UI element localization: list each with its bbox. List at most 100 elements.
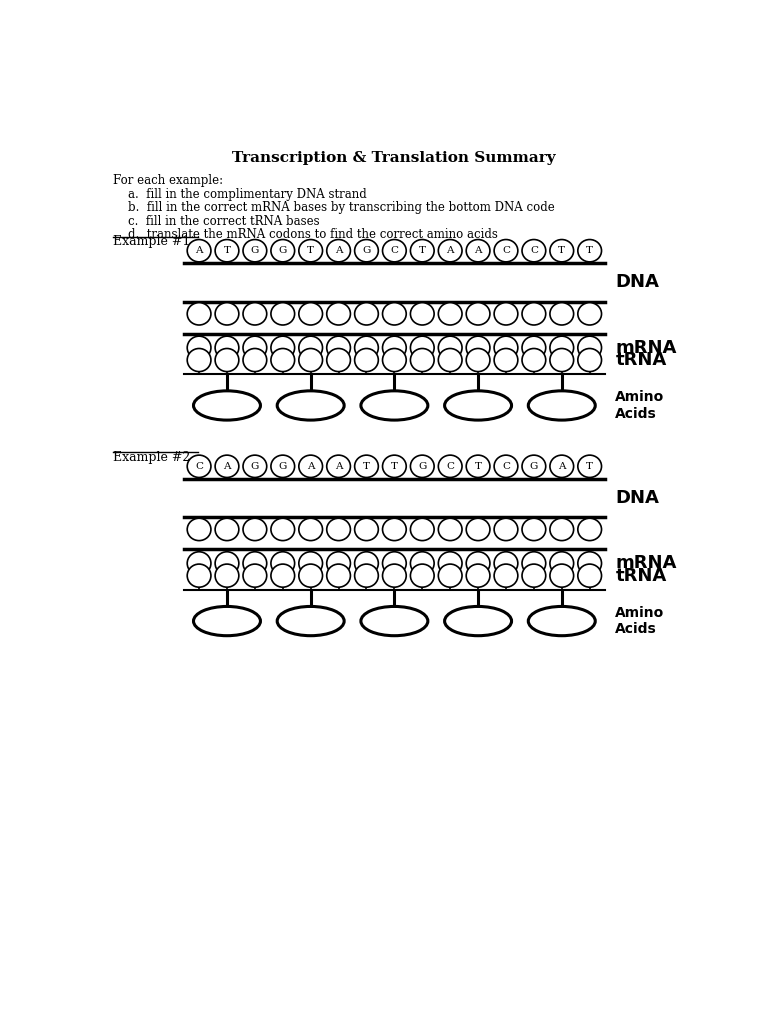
Ellipse shape xyxy=(299,564,323,587)
Ellipse shape xyxy=(277,606,344,636)
Ellipse shape xyxy=(326,552,350,574)
Ellipse shape xyxy=(326,303,350,325)
Ellipse shape xyxy=(355,240,379,262)
Ellipse shape xyxy=(361,391,428,420)
Ellipse shape xyxy=(215,564,239,587)
Ellipse shape xyxy=(528,391,595,420)
Ellipse shape xyxy=(243,336,266,359)
Ellipse shape xyxy=(271,518,295,541)
Ellipse shape xyxy=(410,518,434,541)
Text: A: A xyxy=(446,246,454,255)
Ellipse shape xyxy=(522,336,546,359)
Text: A: A xyxy=(335,246,343,255)
Text: b.  fill in the correct mRNA bases by transcribing the bottom DNA code: b. fill in the correct mRNA bases by tra… xyxy=(113,202,554,214)
Ellipse shape xyxy=(494,518,518,541)
Ellipse shape xyxy=(439,303,462,325)
Ellipse shape xyxy=(439,552,462,574)
Text: DNA: DNA xyxy=(615,273,659,291)
Ellipse shape xyxy=(382,240,406,262)
Text: A: A xyxy=(195,246,203,255)
Ellipse shape xyxy=(550,455,574,477)
Ellipse shape xyxy=(578,455,601,477)
Ellipse shape xyxy=(578,518,601,541)
Text: C: C xyxy=(530,246,538,255)
Text: c.  fill in the correct tRNA bases: c. fill in the correct tRNA bases xyxy=(113,215,319,228)
Ellipse shape xyxy=(439,518,462,541)
Ellipse shape xyxy=(439,348,462,372)
Ellipse shape xyxy=(494,552,518,574)
Ellipse shape xyxy=(355,348,379,372)
Ellipse shape xyxy=(355,564,379,587)
Ellipse shape xyxy=(326,240,350,262)
Ellipse shape xyxy=(215,303,239,325)
Ellipse shape xyxy=(187,240,211,262)
Ellipse shape xyxy=(299,455,323,477)
Ellipse shape xyxy=(410,303,434,325)
Ellipse shape xyxy=(382,336,406,359)
Ellipse shape xyxy=(466,240,490,262)
Ellipse shape xyxy=(494,348,518,372)
Ellipse shape xyxy=(187,348,211,372)
Ellipse shape xyxy=(215,348,239,372)
Ellipse shape xyxy=(466,303,490,325)
Text: T: T xyxy=(475,462,482,471)
Ellipse shape xyxy=(187,455,211,477)
Ellipse shape xyxy=(522,240,546,262)
Ellipse shape xyxy=(410,455,434,477)
Ellipse shape xyxy=(326,348,350,372)
Ellipse shape xyxy=(494,240,518,262)
Ellipse shape xyxy=(578,348,601,372)
Ellipse shape xyxy=(326,336,350,359)
Text: Example #2: Example #2 xyxy=(113,451,190,464)
Text: G: G xyxy=(362,246,371,255)
Ellipse shape xyxy=(466,552,490,574)
Ellipse shape xyxy=(215,518,239,541)
Ellipse shape xyxy=(194,391,260,420)
Text: mRNA: mRNA xyxy=(615,554,677,572)
Ellipse shape xyxy=(271,303,295,325)
Ellipse shape xyxy=(578,303,601,325)
Ellipse shape xyxy=(410,564,434,587)
Ellipse shape xyxy=(355,552,379,574)
Ellipse shape xyxy=(299,336,323,359)
Text: A: A xyxy=(335,462,343,471)
Ellipse shape xyxy=(382,303,406,325)
Ellipse shape xyxy=(215,336,239,359)
Ellipse shape xyxy=(445,606,511,636)
Text: T: T xyxy=(586,462,593,471)
Ellipse shape xyxy=(271,552,295,574)
Ellipse shape xyxy=(243,303,266,325)
Ellipse shape xyxy=(578,336,601,359)
Ellipse shape xyxy=(550,564,574,587)
Ellipse shape xyxy=(522,303,546,325)
Ellipse shape xyxy=(215,552,239,574)
Text: T: T xyxy=(307,246,314,255)
Text: A: A xyxy=(558,462,565,471)
Ellipse shape xyxy=(410,552,434,574)
Ellipse shape xyxy=(382,348,406,372)
Text: T: T xyxy=(363,462,370,471)
Text: G: G xyxy=(530,462,538,471)
Text: T: T xyxy=(223,246,230,255)
Text: Example #1: Example #1 xyxy=(113,236,190,248)
Ellipse shape xyxy=(187,518,211,541)
Ellipse shape xyxy=(382,455,406,477)
Ellipse shape xyxy=(522,348,546,372)
Ellipse shape xyxy=(439,336,462,359)
Text: A: A xyxy=(307,462,314,471)
Ellipse shape xyxy=(522,564,546,587)
Ellipse shape xyxy=(578,564,601,587)
Ellipse shape xyxy=(466,348,490,372)
Ellipse shape xyxy=(528,606,595,636)
Ellipse shape xyxy=(550,552,574,574)
Ellipse shape xyxy=(215,240,239,262)
Ellipse shape xyxy=(522,552,546,574)
Ellipse shape xyxy=(243,564,266,587)
Ellipse shape xyxy=(187,564,211,587)
Ellipse shape xyxy=(215,455,239,477)
Ellipse shape xyxy=(410,348,434,372)
Ellipse shape xyxy=(494,336,518,359)
Ellipse shape xyxy=(187,552,211,574)
Ellipse shape xyxy=(271,348,295,372)
Ellipse shape xyxy=(271,240,295,262)
